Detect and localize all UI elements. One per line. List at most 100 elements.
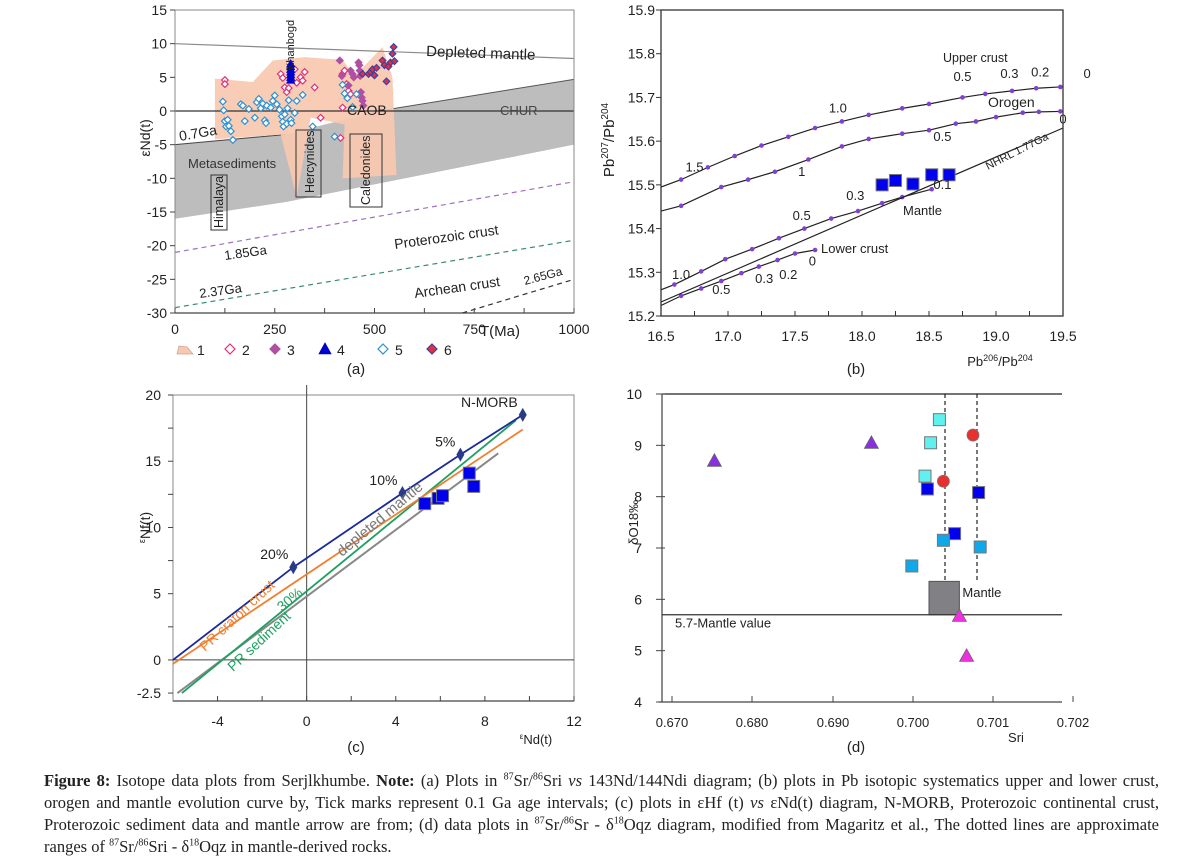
data-point-series-3 <box>337 71 346 81</box>
age-tick-dot <box>926 101 932 107</box>
age-tick-dot <box>1009 88 1015 94</box>
x-tick-label-c: 8 <box>481 713 489 729</box>
data-point-red-circles <box>937 474 950 488</box>
age-tick-dot <box>776 235 782 241</box>
label-depleted-mantle: Depleted mantle <box>426 43 536 64</box>
data-point-series-5 <box>262 101 271 110</box>
legend-label: 4 <box>337 342 345 358</box>
legend-label: 2 <box>242 342 250 358</box>
age-tick-label: 0.1 <box>933 177 951 192</box>
caption-vs: vs <box>568 771 583 790</box>
legend-marker-icon <box>426 343 438 355</box>
himalaya-box <box>210 174 228 231</box>
x-tick-label-c: -4 <box>211 713 224 729</box>
y-tick-label-b: 15.3 <box>628 264 655 280</box>
superscript: 86 <box>138 837 149 849</box>
superscript: 86 <box>532 771 543 783</box>
x-tick-label-b: 16.5 <box>647 328 674 344</box>
x-axis-label-d: Sri <box>1008 730 1024 745</box>
age-tick-dot <box>1058 109 1063 114</box>
data-point-series-2 <box>284 83 293 93</box>
data-point-series-5 <box>298 90 307 99</box>
y-tick-label-b: 15.2 <box>628 308 655 324</box>
label-proterozoic-crust: Proterozoic crust <box>393 221 499 251</box>
caption-text: εNd(t) diagram, N-MORB, Proterozoic cont… <box>44 793 1159 834</box>
sample-square <box>925 168 939 182</box>
data-point-series-5 <box>283 104 292 113</box>
data-point-series-5 <box>287 118 296 128</box>
age-tick-dot <box>678 203 684 209</box>
figure-label: Figure 8: <box>44 771 111 790</box>
x-tick-label-c: 12 <box>566 713 582 729</box>
panel-label-c: (c) <box>347 739 365 756</box>
caption-text: Sri - δ <box>148 837 190 856</box>
y-tick-label-b: 15.9 <box>628 2 655 18</box>
data-point-series-5 <box>250 113 259 122</box>
y-axis-label-c: εNf(t) <box>137 512 153 543</box>
legend-label: 3 <box>287 342 295 358</box>
y-tick-label-a: 0 <box>159 103 167 119</box>
sample-square <box>467 479 481 493</box>
plot-area-b <box>661 84 1063 307</box>
age-tick-label: 0.3 <box>846 188 864 203</box>
y-tick-label-d: 6 <box>634 591 642 607</box>
y-tick-label-b: 15.6 <box>628 133 655 149</box>
age-tick-label: 0.5 <box>793 208 811 223</box>
age-tick-dot <box>775 257 780 263</box>
data-point-series-2 <box>316 113 325 122</box>
age-tick-dot <box>953 121 959 126</box>
figure-caption: Figure 8: Isotope data plots from Serjlk… <box>44 770 1159 858</box>
sample-square <box>942 168 956 182</box>
data-point-series-6 <box>390 57 399 66</box>
caption-text: Oqz in mantle-derived rocks. <box>199 837 392 856</box>
age-tick-label: 0 <box>1084 66 1091 81</box>
age-tick-dot <box>899 106 905 111</box>
data-point-series-2 <box>298 76 307 85</box>
label-khanbogd: Khanbogd <box>285 20 297 70</box>
data-point-series-6 <box>389 42 398 52</box>
panel-b: 1.5 1.0 0.5 0.3 0.2 0 1 0.5 0 1.0 0.5 0.3 0.1 0.5 0.3 0… <box>600 2 1091 378</box>
data-point-series-5 <box>348 102 357 112</box>
age-tick-dot <box>993 114 999 120</box>
x-tick-label-a: 0 <box>171 321 179 337</box>
age-tick-dot <box>1036 109 1042 115</box>
label-0-7ga: 0.7Ga <box>178 122 219 144</box>
data-point-series-3 <box>359 101 368 110</box>
mixing-label: 10% <box>369 472 397 488</box>
y-tick-label-c: 5 <box>153 586 161 602</box>
data-point-series-2 <box>310 83 319 92</box>
age-tick-label: 1.0 <box>672 267 690 282</box>
line-depleted-mantle <box>175 43 574 60</box>
data-point-series-5 <box>240 116 249 126</box>
y-tick-label-c: 10 <box>145 519 161 535</box>
panel-label-d: (d) <box>847 739 865 756</box>
age-tick-label: 0.2 <box>1031 64 1049 79</box>
age-tick-dot <box>723 256 728 262</box>
age-tick-dot <box>973 119 979 124</box>
caption-text: 143Nd/144Ndi diagram; (b) plots in Pb is… <box>44 771 1159 812</box>
age-tick-dot <box>802 226 807 231</box>
data-point-series-3 <box>349 73 358 82</box>
sample-square <box>889 173 902 187</box>
data-point-series-5 <box>290 108 299 118</box>
data-point-series-6 <box>370 71 379 80</box>
age-tick-dot <box>926 127 932 133</box>
sample-square <box>436 489 450 503</box>
mixing-marker <box>398 486 407 501</box>
data-point-magenta-triangles <box>951 607 968 622</box>
x-axis-label-c: εNd(t) <box>520 732 552 747</box>
age-tick-dot <box>698 269 704 274</box>
data-point-series-2 <box>340 66 349 75</box>
age-tick-dot <box>1058 84 1063 90</box>
legend-label: 5 <box>395 342 403 358</box>
data-point-series-2 <box>300 67 309 77</box>
data-point-series-5 <box>340 89 349 98</box>
age-tick-dot <box>786 134 791 140</box>
y-tick-label-c: 0 <box>153 652 161 668</box>
data-point-series-6 <box>372 63 381 73</box>
x-tick-label-d: 0.690 <box>817 715 850 730</box>
superscript: 18 <box>189 837 200 849</box>
age-tick-dot <box>678 293 684 299</box>
line-2-37ga <box>175 239 574 309</box>
age-tick-label: 0.5 <box>953 69 971 84</box>
